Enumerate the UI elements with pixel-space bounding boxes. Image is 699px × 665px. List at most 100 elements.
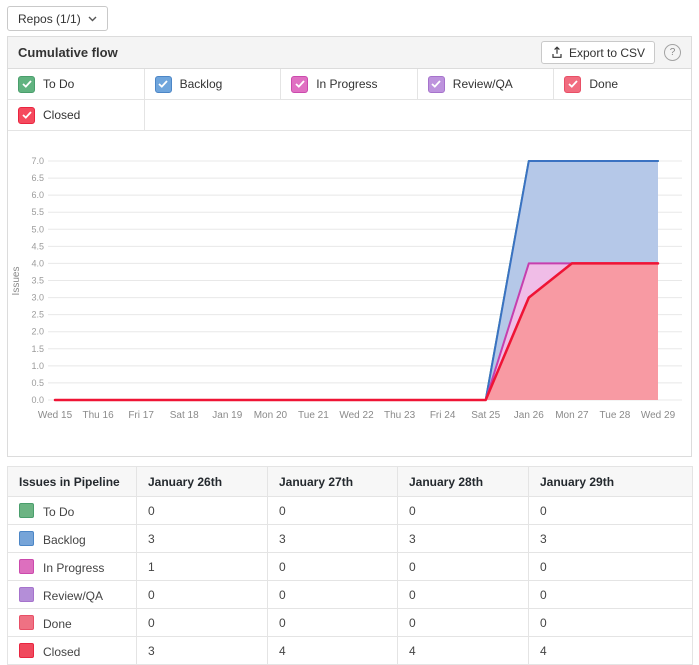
legend-item-review-qa[interactable]: Review/QA xyxy=(417,69,555,100)
pipeline-cell: Backlog xyxy=(7,524,137,553)
svg-text:Wed 29: Wed 29 xyxy=(641,410,676,421)
svg-text:5.0: 5.0 xyxy=(31,224,44,234)
table-row-backlog: Backlog 3 3 3 3 xyxy=(7,524,693,553)
legend-item-in-progress[interactable]: In Progress xyxy=(281,69,418,100)
svg-text:1.5: 1.5 xyxy=(31,344,44,354)
done-checkbox[interactable] xyxy=(564,75,582,93)
check-icon xyxy=(568,80,578,88)
svg-text:0.0: 0.0 xyxy=(31,395,44,405)
table-row-in-progress: In Progress 1 0 0 0 xyxy=(7,552,693,581)
svg-text:Thu 23: Thu 23 xyxy=(384,410,416,421)
legend-item-done[interactable]: Done xyxy=(554,69,691,100)
value-cell: 0 xyxy=(397,552,529,581)
export-csv-button[interactable]: Export to CSV xyxy=(540,41,655,64)
column-header-january-26th: January 26th xyxy=(136,466,268,497)
review-qa-checkbox[interactable] xyxy=(427,75,445,93)
pipeline-label: To Do xyxy=(43,504,75,519)
closed-checkbox[interactable] xyxy=(18,106,35,124)
column-header-january-28th: January 28th xyxy=(397,466,529,497)
svg-text:4.5: 4.5 xyxy=(31,241,44,251)
column-header-january-27th: January 27th xyxy=(267,466,398,497)
pipeline-label: Closed xyxy=(43,644,81,659)
svg-text:4.0: 4.0 xyxy=(31,258,44,268)
value-cell: 0 xyxy=(397,580,529,609)
svg-text:Mon 20: Mon 20 xyxy=(254,410,288,421)
export-csv-label: Export to CSV xyxy=(568,45,645,60)
chart-area: 0.0 0.5 1.0 1.5 2.0 2.5 3.0 3.5 4.0 4.5 5.0 5.5 6.0 6… xyxy=(8,131,691,456)
legend-label: Done xyxy=(589,77,619,91)
check-icon xyxy=(295,80,305,88)
pipeline-cell: Done xyxy=(7,608,137,637)
svg-text:Issues: Issues xyxy=(11,267,22,296)
chevron-down-icon xyxy=(88,16,97,21)
svg-text:2.0: 2.0 xyxy=(31,327,44,337)
value-cell: 0 xyxy=(136,608,268,637)
panel-header: Cumulative flow Export to CSV ? xyxy=(8,37,691,69)
value-cell: 1 xyxy=(136,552,268,581)
legend-label: Backlog xyxy=(179,77,223,91)
svg-text:0.5: 0.5 xyxy=(31,378,44,388)
value-cell: 0 xyxy=(267,496,398,525)
legend-item-closed[interactable]: Closed xyxy=(8,100,145,131)
legend-item-backlog[interactable]: Backlog xyxy=(144,69,282,100)
value-cell: 0 xyxy=(528,580,693,609)
cumulative-flow-panel: Cumulative flow Export to CSV ? To Do Bac… xyxy=(7,36,692,457)
svg-text:Jan 19: Jan 19 xyxy=(212,410,242,421)
svg-text:Sat 18: Sat 18 xyxy=(170,410,199,421)
value-cell: 0 xyxy=(528,552,693,581)
in-progress-checkbox[interactable] xyxy=(291,75,309,93)
legend-item-to-do[interactable]: To Do xyxy=(8,69,145,100)
svg-text:1.0: 1.0 xyxy=(31,361,44,371)
to-do-checkbox[interactable] xyxy=(18,75,35,93)
table-row-done: Done 0 0 0 0 xyxy=(7,608,693,637)
value-cell: 3 xyxy=(136,636,268,665)
pipeline-cell: To Do xyxy=(7,496,137,525)
value-cell: 4 xyxy=(397,636,529,665)
pipeline-label: Backlog xyxy=(43,532,86,547)
pipeline-table: Issues in Pipeline January 26th January 27… xyxy=(7,466,693,665)
done-swatch xyxy=(19,614,34,630)
svg-text:Mon 27: Mon 27 xyxy=(555,410,589,421)
column-header-january-29th: January 29th xyxy=(528,466,693,497)
pipeline-cell: Review/QA xyxy=(7,580,137,609)
svg-text:Tue 21: Tue 21 xyxy=(298,410,329,421)
value-cell: 0 xyxy=(267,552,398,581)
pipeline-label: In Progress xyxy=(43,560,105,575)
svg-text:7.0: 7.0 xyxy=(31,156,44,166)
help-icon[interactable]: ? xyxy=(664,44,681,61)
value-cell: 3 xyxy=(397,524,529,553)
in-progress-swatch xyxy=(19,558,34,574)
repos-dropdown-button[interactable]: Repos (1/1) xyxy=(7,6,108,31)
backlog-checkbox[interactable] xyxy=(154,75,172,93)
value-cell: 0 xyxy=(528,608,693,637)
svg-text:Jan 26: Jan 26 xyxy=(514,410,544,421)
cumulative-flow-chart: 0.0 0.5 1.0 1.5 2.0 2.5 3.0 3.5 4.0 4.5 5.0 5.5 6.0 6… xyxy=(11,156,682,421)
legend-empty-space xyxy=(144,100,691,131)
check-icon xyxy=(158,80,168,88)
panel-title: Cumulative flow xyxy=(18,45,118,60)
check-icon xyxy=(21,80,32,88)
to-do-swatch xyxy=(19,502,34,518)
check-icon xyxy=(431,80,441,88)
value-cell: 4 xyxy=(528,636,693,665)
value-cell: 0 xyxy=(267,580,398,609)
table-row-review-qa: Review/QA 0 0 0 0 xyxy=(7,580,693,609)
legend-label: In Progress xyxy=(316,77,378,91)
table-row-closed: Closed 3 4 4 4 xyxy=(7,636,693,665)
svg-text:Wed 15: Wed 15 xyxy=(38,410,73,421)
svg-text:6.5: 6.5 xyxy=(31,173,44,183)
svg-text:Wed 22: Wed 22 xyxy=(339,410,374,421)
svg-text:Tue 28: Tue 28 xyxy=(600,410,631,421)
value-cell: 0 xyxy=(136,580,268,609)
value-cell: 4 xyxy=(267,636,398,665)
svg-text:Sat 25: Sat 25 xyxy=(471,410,500,421)
svg-text:Thu 16: Thu 16 xyxy=(83,410,115,421)
upload-icon xyxy=(552,46,562,58)
value-cell: 0 xyxy=(397,496,529,525)
value-cell: 3 xyxy=(528,524,693,553)
svg-text:3.0: 3.0 xyxy=(31,293,44,303)
value-cell: 0 xyxy=(528,496,693,525)
repos-dropdown-label: Repos (1/1) xyxy=(18,11,81,26)
series-legend: To Do Backlog In Progress Review/QA Done Clos… xyxy=(8,69,691,131)
